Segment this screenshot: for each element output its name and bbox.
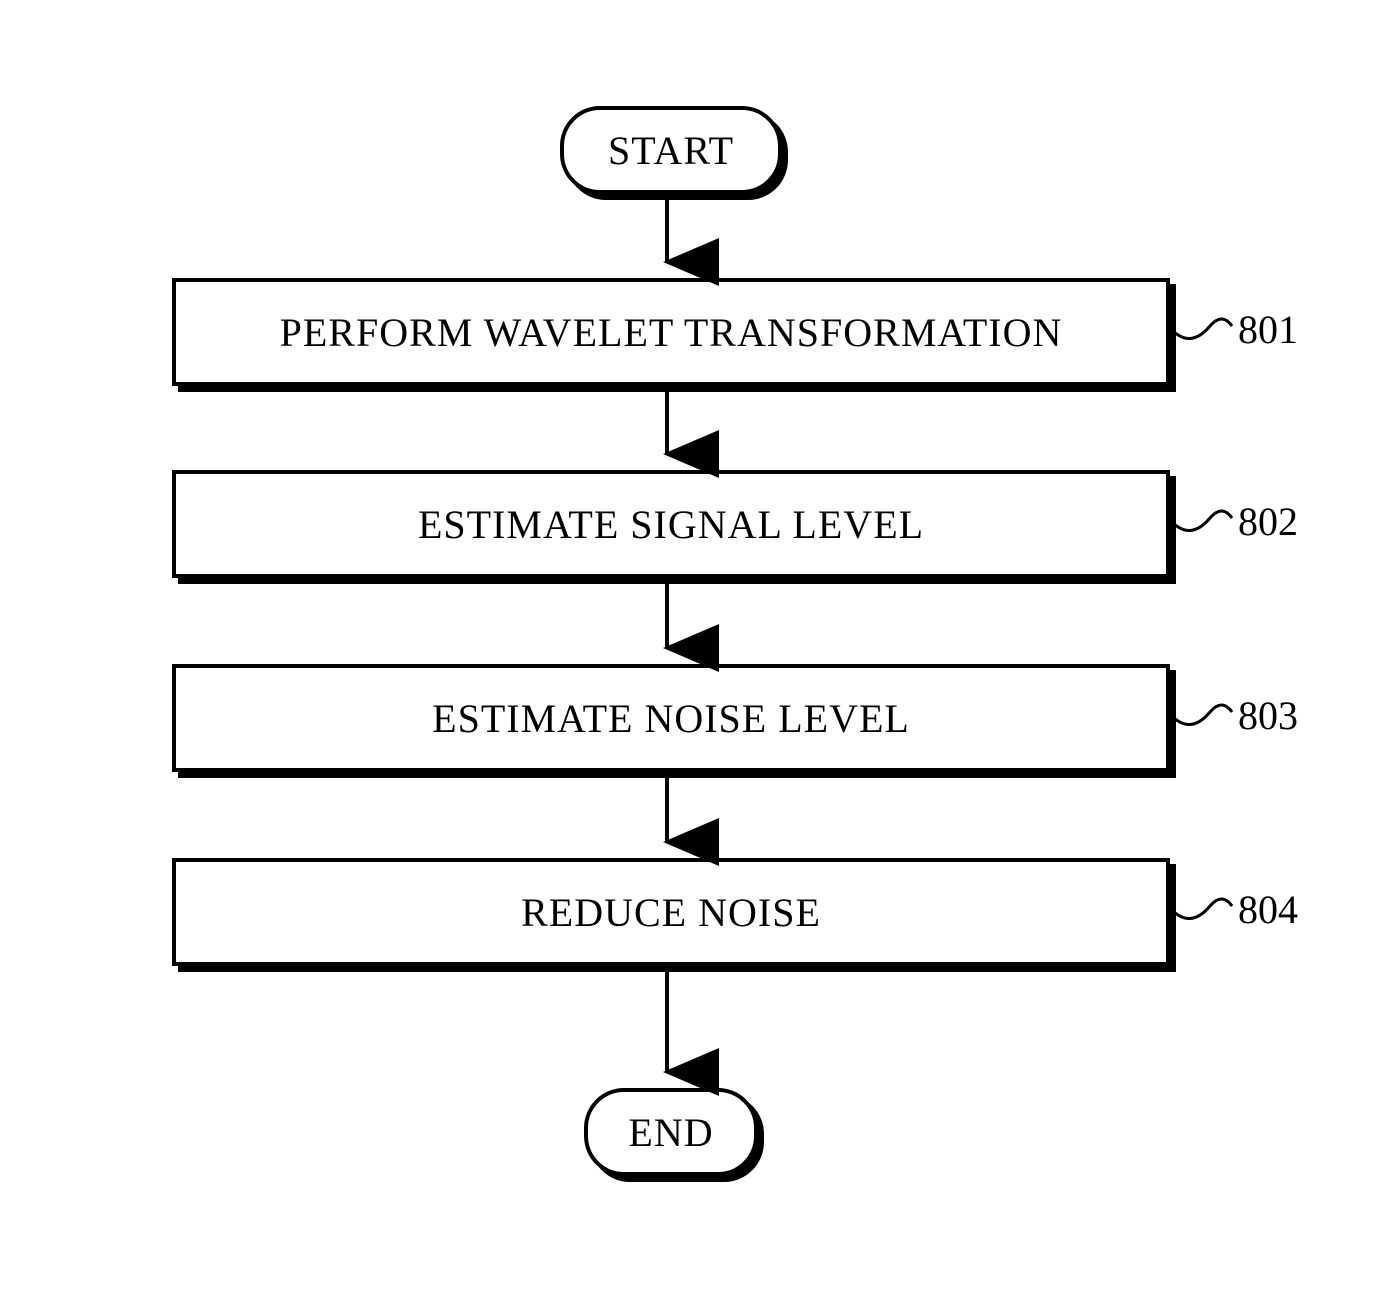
end-label: END	[628, 1109, 713, 1156]
step-804: REDUCE NOISE	[172, 858, 1170, 966]
ref-label-802: 802	[1238, 498, 1298, 545]
ref-label-801: 801	[1238, 306, 1298, 353]
ref-label-804: 804	[1238, 886, 1298, 933]
step-801-label: PERFORM WAVELET TRANSFORMATION	[280, 309, 1063, 356]
start-terminator: START	[560, 106, 782, 194]
step-803: ESTIMATE NOISE LEVEL	[172, 664, 1170, 772]
end-terminator: END	[584, 1088, 758, 1176]
step-804-label: REDUCE NOISE	[521, 889, 821, 936]
ref-label-803: 803	[1238, 692, 1298, 739]
step-801: PERFORM WAVELET TRANSFORMATION	[172, 278, 1170, 386]
step-802: ESTIMATE SIGNAL LEVEL	[172, 470, 1170, 578]
step-803-label: ESTIMATE NOISE LEVEL	[432, 695, 910, 742]
step-802-label: ESTIMATE SIGNAL LEVEL	[418, 501, 924, 548]
start-label: START	[608, 127, 734, 174]
